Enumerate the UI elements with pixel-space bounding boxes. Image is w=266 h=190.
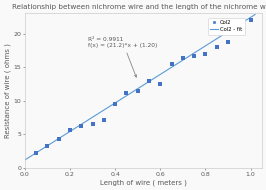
Col2 [226, 40, 230, 43]
Col2 [57, 138, 61, 141]
Col2 [113, 103, 117, 106]
Y-axis label: Resistance of wire ( ohms ): Resistance of wire ( ohms ) [4, 43, 11, 138]
Legend: Col2, Col2 - fit: Col2, Col2 - fit [207, 17, 245, 35]
Col2 [102, 118, 106, 121]
Col2 - fit [85, 120, 88, 122]
Col2 - fit [234, 26, 237, 28]
Col2 - fit [32, 153, 36, 155]
Col2 - fit [23, 159, 26, 161]
Col2 [79, 124, 83, 127]
Col2 [237, 29, 241, 32]
Col2 [181, 56, 185, 59]
Col2 - fit [66, 132, 69, 134]
Col2 [203, 52, 207, 55]
Col2 [68, 128, 72, 131]
X-axis label: Length of wire ( meters ): Length of wire ( meters ) [100, 179, 187, 186]
Text: R² = 0.9911
f(x) = (21.2)*x + (1.20): R² = 0.9911 f(x) = (21.2)*x + (1.20) [88, 37, 157, 77]
Col2 [124, 91, 128, 94]
Col2 - fit [253, 13, 257, 16]
Col2 [215, 45, 219, 48]
Col2 [136, 89, 140, 92]
Col2 [45, 144, 49, 147]
Col2 [192, 54, 196, 57]
Col2 [34, 152, 38, 155]
Col2 [147, 79, 151, 82]
Col2 - fit [242, 21, 245, 23]
Line: Col2 - fit: Col2 - fit [25, 14, 255, 160]
Col2 - fit [37, 150, 40, 152]
Col2 [248, 19, 253, 22]
Col2 [90, 122, 95, 125]
Col2 [169, 62, 174, 65]
Title: Relationship between nichrome wire and the length of the nichrome wire: Relationship between nichrome wire and t… [12, 4, 266, 10]
Col2 [158, 82, 162, 86]
